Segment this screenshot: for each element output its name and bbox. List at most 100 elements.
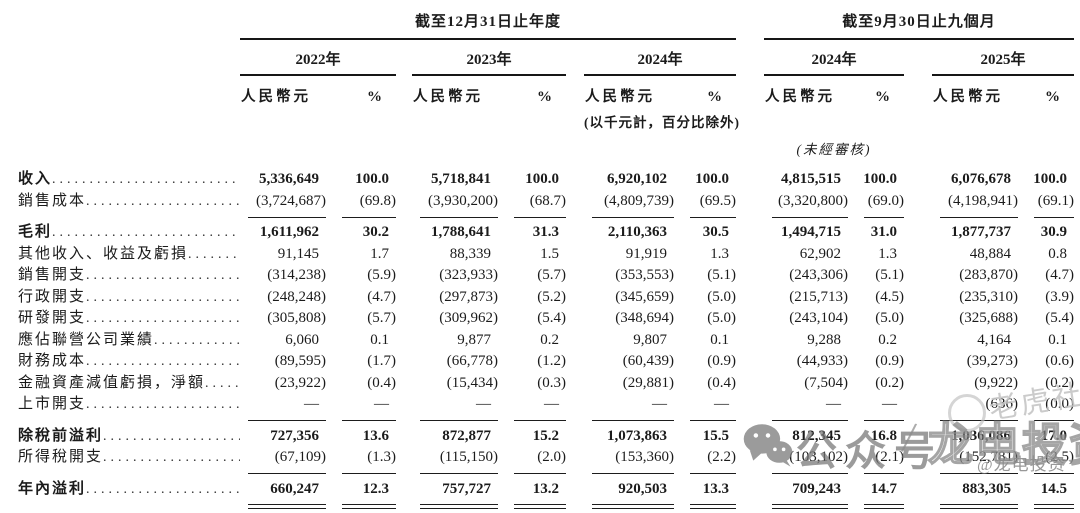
rule-line xyxy=(772,473,849,474)
percent-cell: (0.4) xyxy=(707,374,737,391)
value-cell: 62,902 xyxy=(799,245,842,262)
percent-cell: (0.6) xyxy=(1045,353,1075,369)
value-cell: (325,688) xyxy=(959,310,1019,326)
value-cell: (243,104) xyxy=(789,310,849,326)
rule-line xyxy=(420,420,498,421)
table-header: 截至12月31日止年度 截至9月30日止九個月 2022年 2023年 2024… xyxy=(6,4,1075,164)
currency-header: 人民幣元 xyxy=(585,89,655,105)
rule-row xyxy=(6,469,1075,479)
percent-cell: (0.9) xyxy=(707,353,737,369)
value-cell: 6,060 xyxy=(285,331,319,348)
value-cell: (89,595) xyxy=(274,353,326,369)
percent-header: % xyxy=(1045,89,1061,105)
percent-cell: (2.2) xyxy=(707,449,737,465)
value-cell: (3,320,800) xyxy=(778,192,849,209)
percent-cell: 1.3 xyxy=(710,245,730,262)
value-cell: 9,807 xyxy=(633,331,667,348)
value-cell: (4,809,739) xyxy=(604,192,674,209)
rule-line xyxy=(690,503,737,510)
dot-leader xyxy=(86,394,240,416)
rule-line xyxy=(940,216,1019,218)
percent-cell: (0.2) xyxy=(1045,374,1075,391)
value-cell: 6,920,102 xyxy=(607,171,667,187)
unit-note: (以千元計，百分比除外) xyxy=(584,115,740,130)
rule-line xyxy=(342,473,396,474)
percent-cell: 17.0 xyxy=(1040,427,1068,444)
rule-line xyxy=(420,503,498,510)
table-row: 行政開支 (248,248) (4.7) (297,873) (5.2) (345,659… xyxy=(6,287,1074,309)
value-cell: (297,873) xyxy=(439,288,498,305)
dot-leader xyxy=(103,447,240,469)
dot-leader xyxy=(86,351,240,373)
rule-line xyxy=(342,216,396,218)
year-header-2024: 2024年 xyxy=(584,39,737,76)
rule-line xyxy=(690,473,737,474)
value-cell: 1,877,737 xyxy=(951,224,1012,240)
percent-cell: (2.0) xyxy=(537,449,566,465)
row-label: 銷售成本 xyxy=(6,191,240,213)
rule-line xyxy=(940,473,1019,474)
dot-leader xyxy=(154,330,240,352)
value-cell: (283,870) xyxy=(959,267,1019,283)
value-cell: — xyxy=(476,396,491,412)
dot-leader xyxy=(188,244,240,266)
percent-cell: (5.1) xyxy=(875,267,905,283)
value-cell: 88,339 xyxy=(449,245,491,262)
value-cell: (15,434) xyxy=(446,374,498,391)
row-label: 財務成本 xyxy=(6,351,240,373)
currency-header: 人民幣元 xyxy=(241,89,311,105)
percent-cell: — xyxy=(882,396,898,412)
percent-cell: (5.0) xyxy=(875,310,905,326)
rule-line xyxy=(690,420,737,421)
row-label-text: 金融資產減值虧損，淨額 xyxy=(18,374,206,391)
dot-leader xyxy=(103,426,240,448)
value-cell: 4,815,515 xyxy=(781,171,842,187)
value-cell: 872,877 xyxy=(442,427,491,444)
currency-header: 人民幣元 xyxy=(933,89,1004,105)
value-cell: (39,273) xyxy=(966,353,1019,369)
value-cell: (153,360) xyxy=(615,449,674,465)
percent-cell: 0.1 xyxy=(370,331,389,348)
percent-cell: 1.3 xyxy=(878,245,898,262)
row-label-text: 銷售開支 xyxy=(18,267,87,283)
dot-leader xyxy=(86,265,240,287)
row-label-text: 應佔聯營公司業績 xyxy=(18,331,155,348)
rule-line xyxy=(1034,216,1075,218)
rule-line xyxy=(514,420,566,421)
value-cell: (248,248) xyxy=(267,288,326,305)
year-header-2024-9m: 2024年 xyxy=(764,39,905,76)
percent-cell: 15.2 xyxy=(532,427,559,444)
row-label: 所得稅開支 xyxy=(6,447,240,469)
row-label-text: 行政開支 xyxy=(18,288,87,305)
percent-cell: 100.0 xyxy=(863,171,898,187)
percent-cell: — xyxy=(374,396,389,412)
dot-leader xyxy=(86,308,240,330)
currency-header: 人民幣元 xyxy=(413,89,483,105)
percent-cell: (4.5) xyxy=(875,288,905,305)
percent-cell: 16.8 xyxy=(870,427,898,444)
rule-line xyxy=(514,216,566,218)
value-cell: 9,288 xyxy=(807,331,842,348)
percent-cell: (2.1) xyxy=(875,449,905,465)
rule-line xyxy=(592,473,674,474)
rule-line xyxy=(514,503,566,510)
dot-leader xyxy=(52,169,240,191)
value-cell: (243,306) xyxy=(789,267,849,283)
rule-line xyxy=(592,420,674,421)
period-header-nine-months: 截至9月30日止九個月 xyxy=(764,4,1075,40)
percent-cell: (0.4) xyxy=(367,374,396,391)
value-cell: 91,919 xyxy=(625,245,667,262)
percent-cell: — xyxy=(714,396,730,412)
percent-cell: (4.7) xyxy=(1045,267,1075,283)
value-cell: (29,881) xyxy=(622,374,674,391)
value-cell: (314,238) xyxy=(267,267,326,283)
value-cell: (152,781) xyxy=(959,449,1019,465)
rule-line xyxy=(514,473,566,474)
value-cell: 48,884 xyxy=(969,245,1012,262)
table-row: 毛利 1,611,962 30.2 1,788,641 31.3 2,110,363 30.… xyxy=(6,222,1074,244)
value-cell: 91,145 xyxy=(277,245,319,262)
row-label-text: 財務成本 xyxy=(18,353,87,369)
table-row: 除稅前溢利 727,356 13.6 872,877 15.2 1,073,863 15.5… xyxy=(6,426,1074,448)
value-cell: (115,150) xyxy=(439,449,498,465)
percent-header: % xyxy=(875,89,891,105)
